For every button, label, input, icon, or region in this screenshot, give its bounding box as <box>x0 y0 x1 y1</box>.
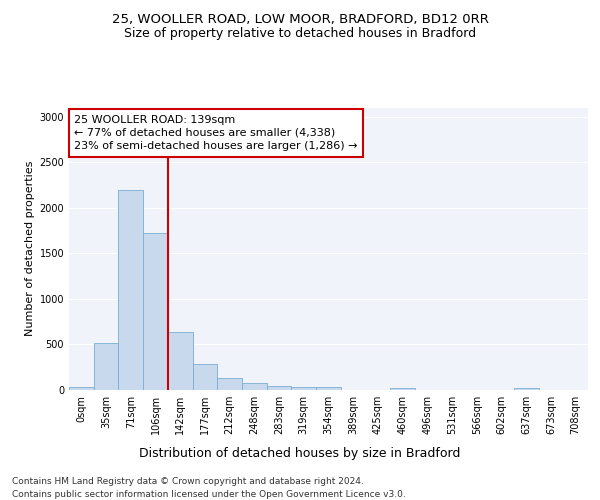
Text: Distribution of detached houses by size in Bradford: Distribution of detached houses by size … <box>139 448 461 460</box>
Bar <box>143 234 168 390</box>
Bar <box>69 388 94 390</box>
Text: 25 WOOLLER ROAD: 139sqm
← 77% of detached houses are smaller (4,338)
23% of semi: 25 WOOLLER ROAD: 139sqm ← 77% of detache… <box>74 114 358 151</box>
Bar <box>292 387 316 390</box>
Bar <box>118 190 143 390</box>
Bar <box>316 387 341 390</box>
Bar <box>217 378 242 390</box>
Bar <box>514 388 539 390</box>
Bar <box>193 364 217 390</box>
Bar <box>168 332 193 390</box>
Y-axis label: Number of detached properties: Number of detached properties <box>25 161 35 336</box>
Bar <box>390 388 415 390</box>
Bar <box>242 383 267 390</box>
Bar <box>94 342 118 390</box>
Text: Size of property relative to detached houses in Bradford: Size of property relative to detached ho… <box>124 28 476 40</box>
Text: 25, WOOLLER ROAD, LOW MOOR, BRADFORD, BD12 0RR: 25, WOOLLER ROAD, LOW MOOR, BRADFORD, BD… <box>112 12 488 26</box>
Bar <box>267 386 292 390</box>
Text: Contains HM Land Registry data © Crown copyright and database right 2024.
Contai: Contains HM Land Registry data © Crown c… <box>12 478 406 499</box>
